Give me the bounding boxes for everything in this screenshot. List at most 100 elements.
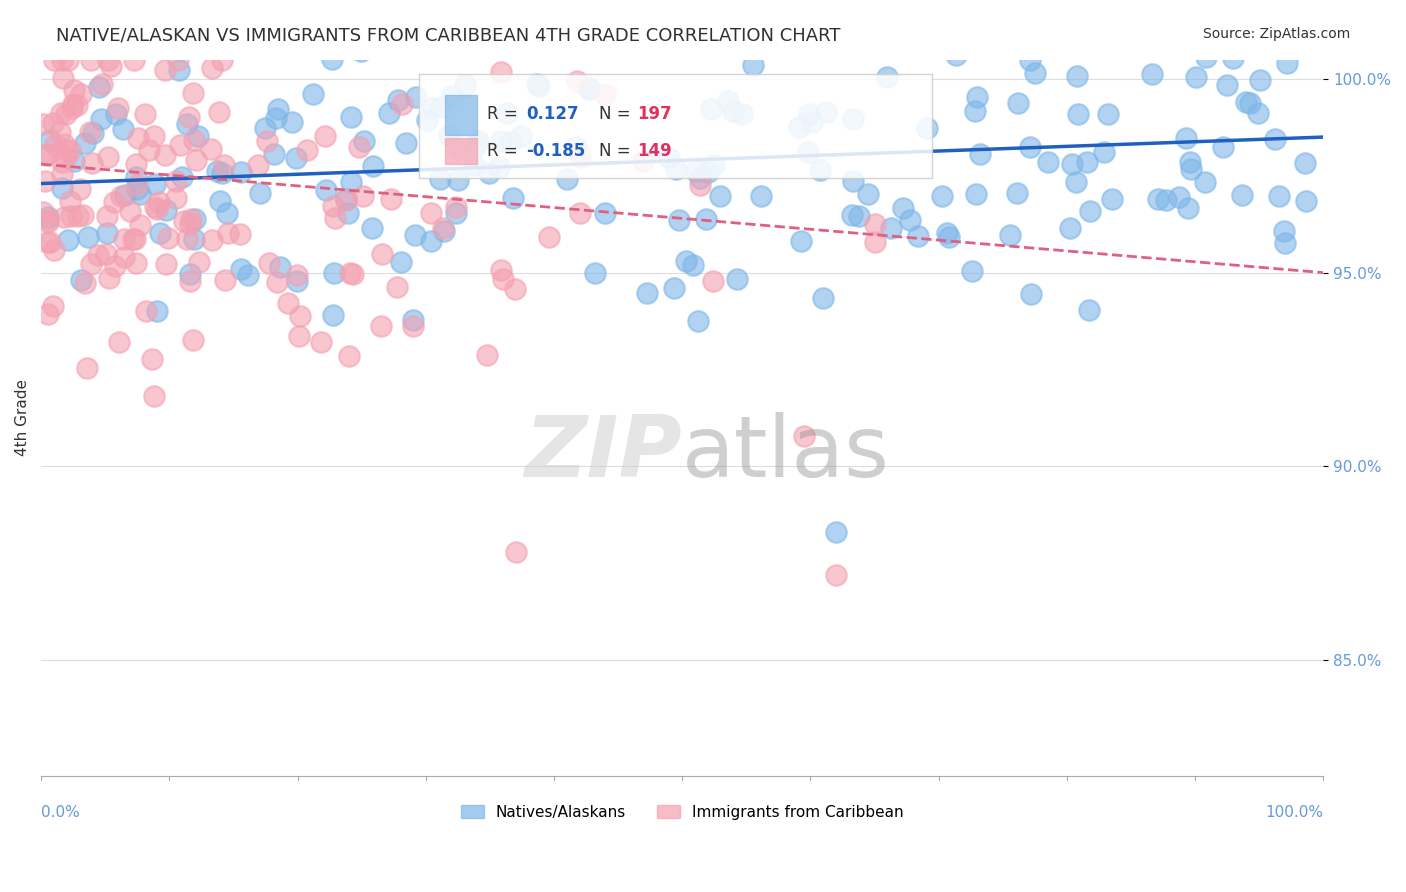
Point xyxy=(269,12,291,27)
Point xyxy=(100,59,122,73)
Point xyxy=(371,246,394,260)
Point xyxy=(420,206,443,220)
Point xyxy=(891,201,914,215)
Point xyxy=(938,230,960,244)
Point xyxy=(725,272,748,286)
Point xyxy=(1078,203,1101,218)
Point xyxy=(184,212,207,227)
Point xyxy=(146,303,169,318)
Point xyxy=(264,111,287,125)
Point xyxy=(141,351,163,366)
Point xyxy=(60,210,83,224)
Point xyxy=(742,58,765,72)
Point xyxy=(335,193,357,207)
Point xyxy=(173,214,195,228)
Point xyxy=(179,274,201,288)
Point xyxy=(148,195,170,210)
Point xyxy=(1180,162,1202,177)
Point xyxy=(1275,56,1298,70)
Point xyxy=(66,209,89,223)
Point xyxy=(125,178,148,192)
Point xyxy=(153,148,176,162)
Point xyxy=(302,87,325,102)
Point xyxy=(122,232,145,246)
Point xyxy=(108,334,131,349)
Point xyxy=(253,120,276,135)
Point xyxy=(936,226,959,240)
Point xyxy=(143,129,166,144)
Point xyxy=(285,274,308,288)
Point xyxy=(311,334,333,349)
Point xyxy=(295,144,318,158)
Point xyxy=(155,62,177,77)
Point xyxy=(34,147,56,161)
Point xyxy=(385,280,408,294)
Point xyxy=(405,89,427,103)
Text: N =: N = xyxy=(599,143,636,161)
Point xyxy=(111,121,134,136)
Point xyxy=(96,247,118,261)
Point xyxy=(808,163,831,178)
Point xyxy=(339,266,361,280)
FancyBboxPatch shape xyxy=(444,138,477,163)
Point xyxy=(72,208,94,222)
Point xyxy=(104,259,127,273)
Point xyxy=(256,134,278,148)
Point xyxy=(69,182,91,196)
Point xyxy=(437,128,460,143)
Point xyxy=(1178,154,1201,169)
Point xyxy=(378,105,401,120)
Point xyxy=(340,110,363,124)
Point xyxy=(636,285,658,300)
Point xyxy=(181,87,204,101)
Point xyxy=(789,234,811,248)
Point xyxy=(335,192,357,206)
Point xyxy=(249,186,271,201)
Point xyxy=(583,266,606,280)
Point xyxy=(37,213,59,227)
Point xyxy=(37,235,59,250)
Point xyxy=(614,0,637,9)
Point xyxy=(322,199,344,213)
Point xyxy=(814,104,837,119)
Point xyxy=(402,319,425,334)
Point xyxy=(689,170,711,185)
Point xyxy=(145,202,167,216)
Point xyxy=(787,120,810,134)
Text: NATIVE/ALASKAN VS IMMIGRANTS FROM CARIBBEAN 4TH GRADE CORRELATION CHART: NATIVE/ALASKAN VS IMMIGRANTS FROM CARIBB… xyxy=(56,27,841,45)
Point xyxy=(675,253,697,268)
Point xyxy=(695,211,717,226)
Point xyxy=(82,127,104,141)
Point xyxy=(702,275,724,289)
Point xyxy=(52,71,75,86)
Point xyxy=(217,227,239,241)
Point xyxy=(454,78,477,92)
Point xyxy=(267,102,290,116)
Point xyxy=(709,189,731,203)
Point xyxy=(288,329,311,343)
Point xyxy=(446,200,468,214)
Point xyxy=(907,228,929,243)
Point xyxy=(156,231,179,245)
Y-axis label: 4th Grade: 4th Grade xyxy=(15,379,30,457)
Text: R =: R = xyxy=(488,105,523,123)
Point xyxy=(380,192,402,206)
Point xyxy=(97,53,120,67)
Text: 0.127: 0.127 xyxy=(526,105,578,123)
Point xyxy=(1247,106,1270,120)
Point xyxy=(187,254,209,268)
Point xyxy=(502,191,524,205)
Text: atlas: atlas xyxy=(682,412,890,495)
Point xyxy=(1154,193,1177,207)
Point xyxy=(685,163,707,178)
Point xyxy=(229,227,252,242)
Point xyxy=(39,133,62,147)
Point xyxy=(34,174,56,188)
Point xyxy=(167,53,190,67)
Point xyxy=(444,205,467,219)
Point xyxy=(118,204,141,219)
Point xyxy=(62,96,84,111)
Point xyxy=(1147,192,1170,206)
Point xyxy=(211,166,233,180)
Point xyxy=(391,97,413,112)
